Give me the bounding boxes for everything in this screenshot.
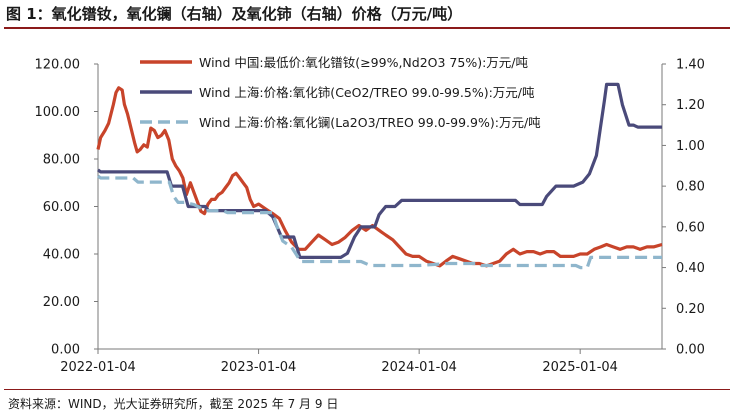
legend-label-2: Wind 上海:价格:氧化铈(CeO2/TREO 99.0-99.5%):万元/…	[199, 85, 535, 100]
y-left-tick-label: 40.00	[43, 248, 80, 263]
y-right-tick-label: 1.00	[676, 139, 705, 154]
x-tick-label: 2022-01-04	[60, 360, 136, 375]
series-line-3	[97, 174, 662, 270]
x-tick-label: 2023-01-04	[221, 360, 297, 375]
y-left-tick-label: 100.00	[35, 105, 81, 120]
bottom-rule	[4, 389, 730, 390]
source-note: 资料来源：WIND，光大证券研究所，截至 2025 年 7 月 9 日	[8, 397, 339, 411]
y-right-tick-label: 0.60	[676, 220, 705, 235]
y-left-tick-label: 60.00	[43, 200, 80, 215]
y-right-tick-label: 1.40	[676, 58, 705, 73]
legend-label-1: Wind 中国:最低价:氧化镨钕(≥99%,Nd2O3 75%):万元/吨	[199, 55, 529, 70]
page-title: 图 1：氧化镨钕，氧化镧（右轴）及氧化铈（右轴）价格（万元/吨）	[6, 5, 463, 23]
y-left-tick-label: 120.00	[35, 58, 81, 73]
price-chart: 0.00 20.00 40.00 60.00 80.00 100.00 120.00 0.00…	[35, 55, 705, 376]
y-right-tick-label: 0.80	[676, 180, 705, 195]
legend-label-3: Wind 上海:价格:氧化镧(La2O3/TREO 99.0-99.9%):万元…	[199, 115, 541, 130]
y-left-tick-label: 20.00	[43, 295, 80, 310]
y-right-tick-label: 1.20	[676, 98, 705, 113]
series-line-1	[96, 86, 663, 268]
y-right-tick-label: 0.40	[676, 261, 705, 276]
x-tick-label: 2025-01-04	[542, 360, 618, 375]
axes: 0.00 20.00 40.00 60.00 80.00 100.00 120.00 0.00…	[35, 58, 705, 376]
series-lines	[96, 82, 663, 270]
x-tick-label: 2024-01-04	[381, 360, 457, 375]
legend: Wind 中国:最低价:氧化镨钕(≥99%,Nd2O3 75%):万元/吨 Win…	[140, 55, 541, 130]
y-left-tick-label: 0.00	[51, 343, 80, 358]
y-right-tick-label: 0.00	[676, 343, 705, 358]
y-left-tick-label: 80.00	[43, 153, 80, 168]
y-right-tick-label: 0.20	[676, 302, 705, 317]
title-rule	[4, 27, 730, 29]
